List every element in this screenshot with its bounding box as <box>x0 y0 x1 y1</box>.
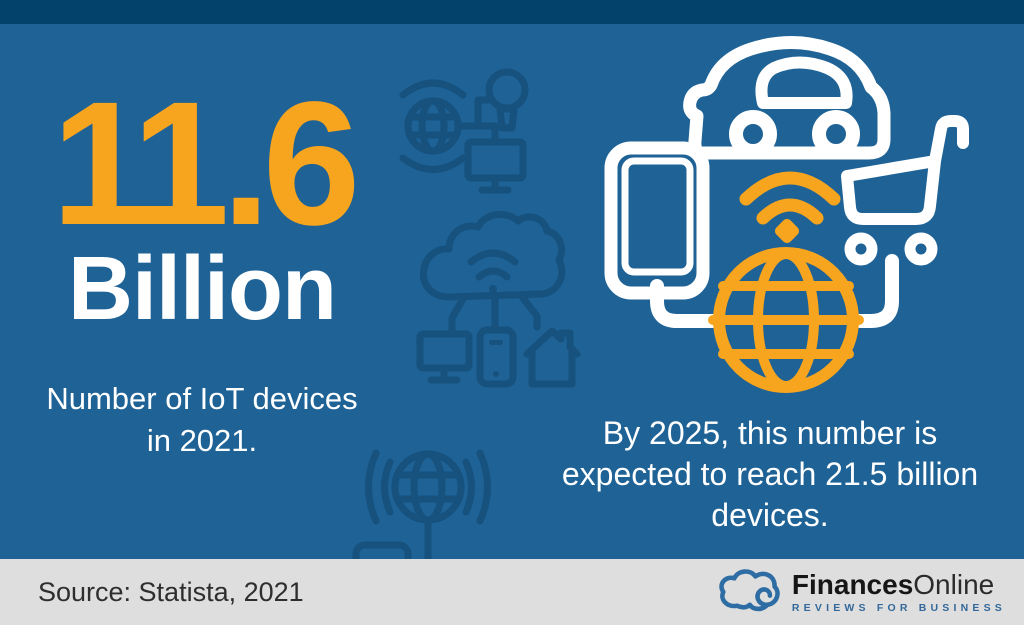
stat-value: 11.6 <box>51 66 360 262</box>
cloud-network-watermark <box>416 210 581 388</box>
brand-name: FinancesOnline <box>791 568 1006 600</box>
iot-illustration <box>604 36 969 393</box>
stat-block: 11.6 Billion Number of IoT devices in 20… <box>0 66 404 462</box>
stat-caption: Number of IoT devices in 2021. <box>0 378 404 462</box>
projection-line2: expected to reach 21.5 billion <box>561 456 979 492</box>
cloud-logo-icon <box>719 569 780 612</box>
wifi-icon <box>739 171 841 244</box>
antenna-globe-watermark <box>352 449 491 579</box>
brand-name-light: Online <box>913 568 995 600</box>
source-text: Source: Statista, 2021 <box>38 576 304 607</box>
brand-name-bold: Finances <box>791 568 914 600</box>
brand-text: FinancesOnline REVIEWS FOR BUSINESS <box>791 568 1006 614</box>
top-accent-bar <box>0 0 1024 24</box>
shopping-cart-icon <box>841 115 969 266</box>
stat-caption-line1: Number of IoT devices <box>46 381 358 416</box>
car-icon <box>683 36 891 160</box>
stat-caption-line2: in 2021. <box>146 423 258 458</box>
globe-icon <box>708 247 864 393</box>
smartphone-icon <box>604 141 710 300</box>
projection-line1: By 2025, this number is <box>602 415 938 451</box>
projection-line3: devices. <box>711 497 829 533</box>
brand-tagline: REVIEWS FOR BUSINESS <box>791 601 1006 614</box>
stat-unit: Billion <box>68 239 337 339</box>
brand-logo: FinancesOnline REVIEWS FOR BUSINESS <box>716 567 1006 617</box>
footer-bar: Source: Statista, 2021 FinancesOnline RE… <box>0 559 1024 625</box>
iot-network-watermark <box>399 68 529 194</box>
projection-text: By 2025, this number is expected to reac… <box>522 413 1018 536</box>
